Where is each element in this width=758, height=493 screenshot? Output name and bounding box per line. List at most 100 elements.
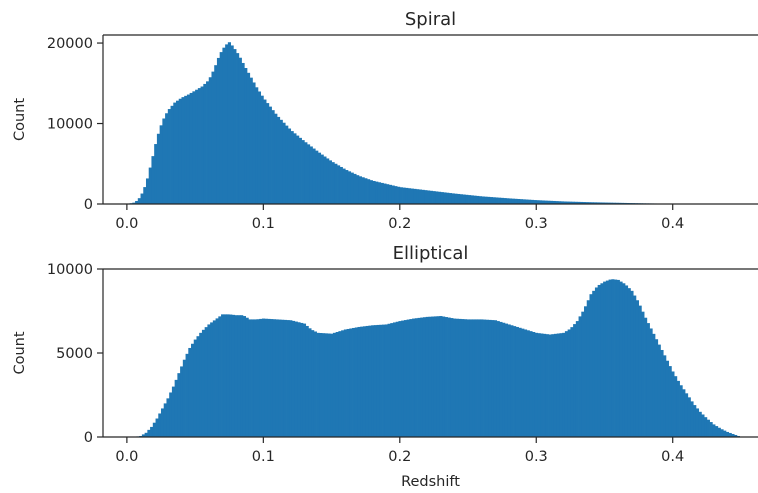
elliptical-bar-131 — [491, 320, 495, 437]
elliptical-bar-159 — [567, 329, 571, 437]
elliptical-bar-200 — [679, 385, 683, 437]
spiral-bar-34 — [219, 52, 223, 204]
elliptical-bar-196 — [668, 366, 672, 437]
spiral-bar-134 — [492, 197, 496, 204]
elliptical-bar-156 — [559, 333, 563, 437]
elliptical-bar-44 — [253, 319, 257, 437]
elliptical-bar-149 — [540, 333, 544, 437]
elliptical-bar-188 — [646, 323, 650, 437]
elliptical-bar-11 — [163, 403, 167, 437]
elliptical-bar-3 — [141, 434, 146, 437]
elliptical-bar-93 — [387, 323, 391, 437]
elliptical-bar-218 — [728, 432, 732, 437]
elliptical-bar-106 — [422, 317, 427, 437]
spiral-bar-178 — [612, 202, 616, 204]
spiral-spines — [102, 34, 758, 205]
spiral-bar-8 — [148, 167, 152, 204]
elliptical-bar-54 — [281, 319, 285, 437]
elliptical-bar-94 — [390, 323, 394, 437]
spiral-bar-46 — [252, 82, 256, 204]
elliptical-bar-15 — [174, 379, 178, 437]
elliptical-xtick-label-3: 0.3 — [525, 449, 548, 465]
elliptical-bar-154 — [553, 333, 558, 437]
elliptical-bar-101 — [409, 319, 413, 437]
spiral-bar-156 — [552, 200, 556, 204]
spiral-bar-157 — [555, 201, 559, 204]
elliptical-bar-121 — [463, 319, 468, 437]
spiral-bar-41 — [238, 57, 242, 205]
spiral-bar-124 — [465, 194, 469, 204]
elliptical-bar-24 — [199, 332, 203, 437]
elliptical-bar-27 — [207, 324, 211, 437]
spiral-bar-44 — [246, 72, 251, 204]
elliptical-bar-68 — [319, 333, 323, 437]
elliptical-bar-125 — [474, 319, 478, 437]
elliptical-bar-92 — [384, 324, 388, 437]
spiral-bar-84 — [356, 175, 360, 204]
spiral-bar-172 — [596, 202, 600, 204]
elliptical-bar-173 — [605, 280, 609, 437]
elliptical-bar-207 — [698, 411, 702, 437]
spiral-bar-28 — [203, 83, 207, 204]
elliptical-bar-213 — [715, 426, 719, 437]
spiral-bar-14 — [165, 113, 169, 204]
elliptical-bar-166 — [586, 300, 590, 437]
spiral-bar-151 — [538, 200, 543, 204]
spiral-bar-166 — [579, 201, 584, 204]
spiral-bar-85 — [358, 176, 362, 204]
spiral-bar-148 — [530, 199, 534, 204]
spiral-bar-49 — [260, 95, 264, 204]
spiral-bar-120 — [454, 193, 458, 204]
elliptical-bar-64 — [308, 328, 312, 437]
spiral-bar-71 — [320, 154, 324, 204]
elliptical-bar-22 — [193, 339, 197, 437]
spiral-bar-62 — [296, 135, 300, 204]
elliptical-bar-176 — [614, 279, 618, 437]
spiral-bar-48 — [257, 91, 262, 204]
elliptical-bar-206 — [695, 408, 700, 437]
spiral-xtick-label-2: 0.2 — [388, 216, 411, 232]
elliptical-bar-141 — [518, 327, 522, 437]
elliptical-bar-219 — [731, 433, 735, 437]
spiral-bar-128 — [476, 195, 480, 204]
elliptical-bar-6 — [150, 426, 154, 437]
elliptical-bar-41 — [245, 317, 249, 437]
spiral-bar-140 — [508, 198, 513, 204]
spiral-bar-42 — [241, 62, 245, 204]
spiral-bar-89 — [369, 180, 373, 204]
elliptical-bar-42 — [248, 319, 252, 437]
spiral-bar-6 — [143, 187, 147, 204]
elliptical-bar-126 — [477, 319, 481, 437]
spiral-bar-164 — [574, 201, 578, 204]
spiral-bar-153 — [544, 200, 548, 204]
elliptical-bar-45 — [256, 319, 260, 437]
elliptical-bar-146 — [532, 332, 536, 437]
elliptical-bar-35 — [229, 314, 233, 437]
elliptical-bar-65 — [311, 330, 315, 437]
elliptical-bar-211 — [709, 422, 713, 437]
spiral-bar-100 — [399, 187, 403, 204]
elliptical-bar-104 — [417, 317, 421, 437]
spiral-xtick-label-0: 0.0 — [115, 216, 138, 232]
spiral-bar-160 — [563, 201, 567, 204]
spiral-panel: Spiral Count 0.0 0.1 0.2 0.3 0.4 0 10000 20000 — [12, 9, 758, 232]
elliptical-bar-140 — [515, 326, 519, 437]
elliptical-bar-215 — [720, 429, 724, 437]
elliptical-bar-97 — [398, 321, 402, 437]
spiral-bar-12 — [159, 125, 163, 204]
elliptical-bar-62 — [302, 323, 307, 437]
elliptical-bar-56 — [286, 320, 290, 437]
elliptical-bar-170 — [597, 284, 601, 437]
spiral-bar-72 — [323, 156, 327, 204]
elliptical-bar-133 — [496, 321, 500, 437]
spiral-bar-113 — [435, 191, 439, 204]
elliptical-bar-183 — [633, 295, 637, 437]
spiral-bar-176 — [607, 202, 611, 204]
spiral-bar-114 — [438, 191, 442, 204]
elliptical-bar-147 — [534, 332, 539, 437]
spiral-bar-92 — [377, 182, 382, 204]
elliptical-bar-119 — [458, 318, 462, 437]
elliptical-bar-210 — [706, 419, 710, 437]
elliptical-bar-74 — [335, 332, 339, 437]
spiral-bar-7 — [145, 178, 150, 204]
